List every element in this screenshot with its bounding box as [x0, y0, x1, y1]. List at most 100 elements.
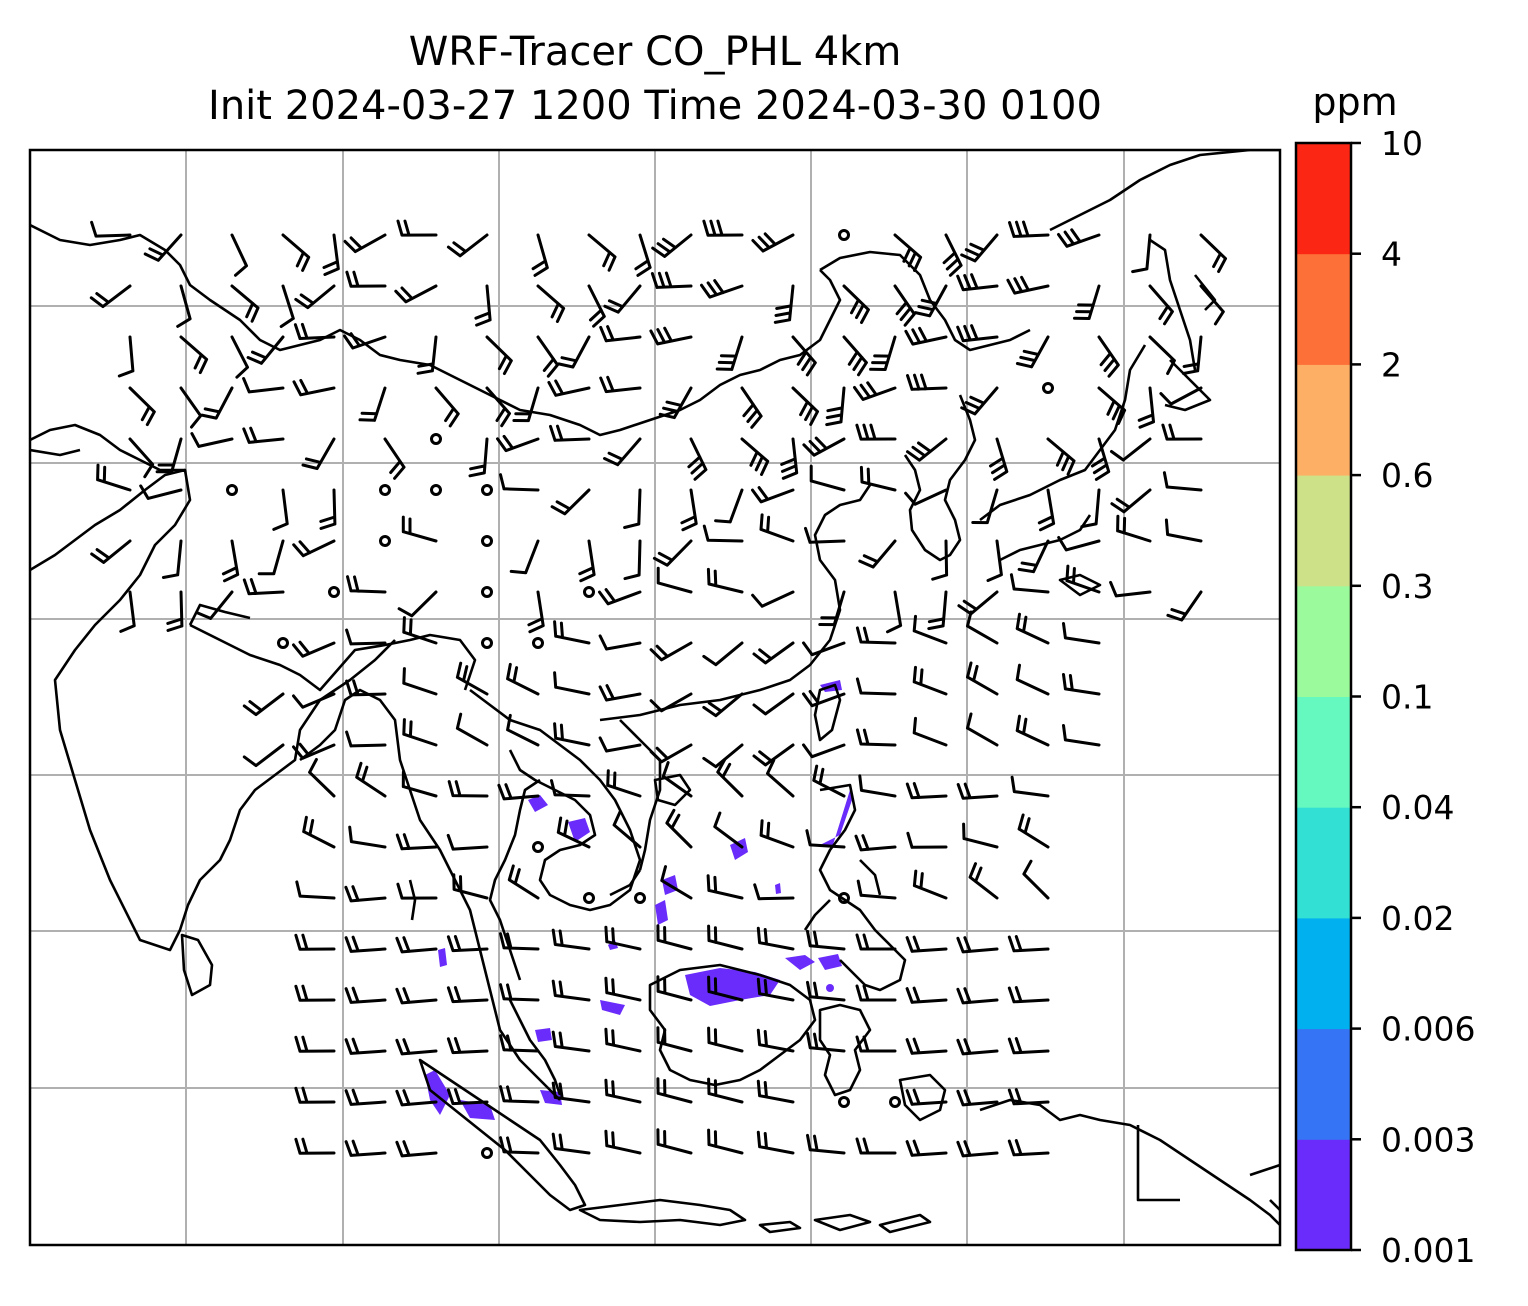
- wind-barb: [825, 386, 846, 427]
- wind-barb: [665, 808, 693, 849]
- wind-barb: [716, 757, 744, 798]
- wind-barb: [1065, 564, 1101, 594]
- wind-barb: [551, 928, 591, 951]
- wind-barb: [756, 1130, 795, 1155]
- colorbar-block: [1296, 364, 1351, 476]
- wind-barb: [396, 882, 438, 900]
- wind-barb: [1007, 935, 1050, 953]
- wind-barb: [606, 769, 642, 798]
- wind-barb: [604, 1078, 642, 1104]
- wind-barb: [1006, 275, 1050, 295]
- wind-barb: [658, 386, 693, 420]
- wind-barb: [802, 641, 846, 657]
- wind-barb: [962, 822, 999, 849]
- wind-barb: [344, 935, 387, 953]
- wind-barb: [143, 233, 183, 262]
- wind-barb: [956, 324, 999, 343]
- wind-barb: [752, 743, 795, 767]
- wind-barb: [1015, 612, 1050, 645]
- wind-barb: [1073, 284, 1101, 320]
- wind-barb: [96, 463, 132, 492]
- wind-calm-marker: [481, 586, 493, 598]
- wind-barb: [355, 761, 387, 798]
- colorbar-tick-label: 0.3: [1381, 567, 1433, 606]
- wind-barb: [956, 936, 999, 954]
- colorbar-tick-label: 10: [1381, 124, 1423, 163]
- wind-barb: [1110, 488, 1152, 514]
- wind-barb: [702, 219, 744, 237]
- wind-barb: [281, 233, 311, 272]
- wind-barb: [1022, 859, 1050, 900]
- wind-barb: [752, 641, 795, 665]
- wind-barb: [1062, 673, 1101, 696]
- wind-barb: [557, 335, 591, 369]
- wind-barb: [90, 220, 132, 238]
- wind-barb: [893, 284, 916, 327]
- wind-barb: [200, 386, 234, 420]
- wind-barb: [853, 381, 897, 401]
- wind-barb: [751, 486, 795, 504]
- wind-barb: [623, 539, 642, 581]
- wind-barb: [139, 484, 183, 500]
- wind-barb: [1017, 539, 1050, 574]
- wind-barb: [773, 284, 795, 324]
- wind-barb: [1057, 228, 1101, 248]
- wind-barb: [649, 326, 693, 346]
- wind-calm-marker: [481, 637, 493, 649]
- wind-barb: [446, 1037, 489, 1055]
- wind-calm-markers: [226, 229, 1054, 1159]
- colorbar-tick-label: 0.003: [1381, 1120, 1475, 1159]
- wind-barb: [966, 610, 999, 645]
- wind-barb: [818, 590, 846, 627]
- wind-barb: [1116, 514, 1152, 543]
- wind-barb: [1015, 714, 1050, 747]
- wind-barb: [179, 335, 209, 375]
- wind-barb: [1046, 437, 1076, 476]
- wind-barb: [452, 873, 489, 900]
- colorbar-block: [1296, 585, 1351, 697]
- wind-barb: [190, 432, 234, 448]
- wind-barb: [842, 335, 868, 377]
- wind-calm-marker: [838, 229, 850, 241]
- wind-barb: [1062, 724, 1101, 747]
- wind-barb: [547, 379, 591, 397]
- wind-barb: [904, 488, 948, 506]
- wind-barb: [1080, 488, 1101, 529]
- wind-calm-marker: [430, 433, 442, 445]
- wind-barb: [128, 437, 155, 479]
- wind-barb: [791, 386, 819, 426]
- wind-barb: [740, 386, 763, 429]
- wind-barb: [906, 437, 948, 462]
- wind-calm-marker: [532, 637, 544, 649]
- wind-barb: [402, 616, 438, 645]
- wind-barb: [1137, 386, 1155, 429]
- wind-barb: [751, 590, 795, 608]
- wind-barb: [855, 1137, 897, 1155]
- wind-barb: [598, 736, 642, 753]
- wind-barb: [854, 834, 897, 852]
- wind-barb: [855, 423, 897, 441]
- wind-barb: [344, 1139, 387, 1157]
- wind-barb: [855, 626, 897, 645]
- wind-barb: [956, 273, 999, 292]
- wind-barb: [751, 232, 795, 253]
- wind-barb: [855, 933, 897, 951]
- wind-barb: [295, 880, 336, 900]
- wind-barb: [766, 758, 795, 798]
- wind-barb: [499, 932, 540, 951]
- wind-barb: [397, 590, 438, 618]
- wind-barb: [345, 628, 387, 646]
- wind-barb: [604, 1027, 642, 1053]
- wind-barb: [292, 742, 336, 760]
- wind-calm-marker: [1042, 382, 1054, 394]
- wind-barb: [302, 815, 336, 849]
- wind-barb: [499, 1034, 540, 1053]
- wind-barb: [446, 935, 489, 953]
- wind-barb: [756, 1079, 795, 1104]
- wind-barb: [912, 665, 948, 696]
- wind-barbs: [89, 219, 1227, 1158]
- wind-barb: [1164, 518, 1203, 543]
- wind-barb: [319, 488, 337, 530]
- wind-barb: [434, 386, 460, 428]
- wind-barb: [604, 976, 642, 1002]
